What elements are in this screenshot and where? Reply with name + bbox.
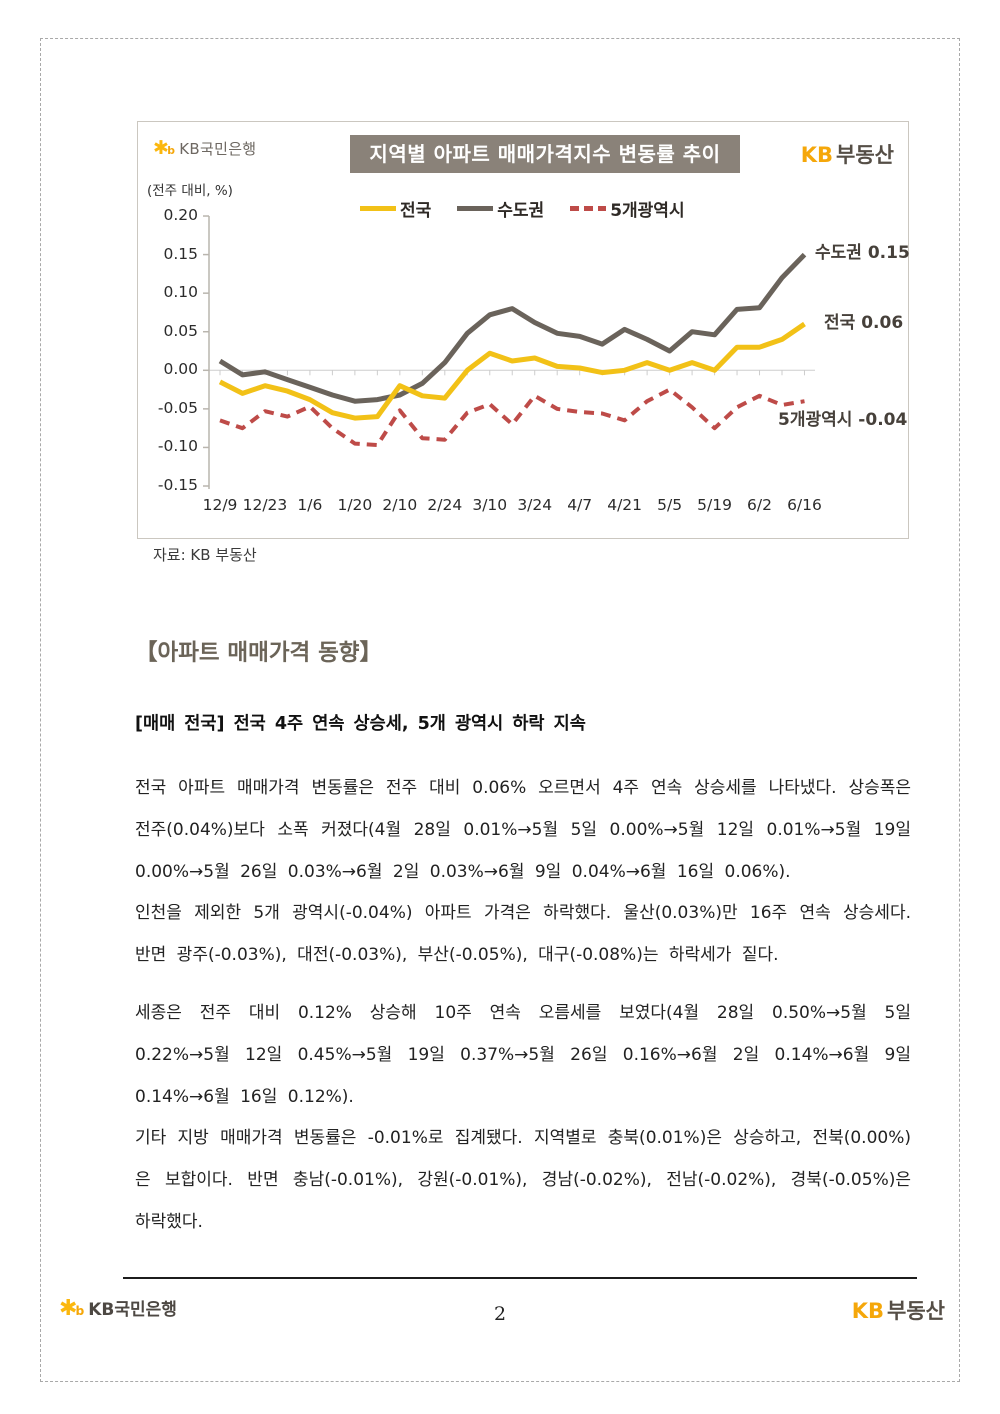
y-axis-unit-label: (전주 대비, %): [147, 183, 233, 199]
chart-legend: 전국 수도권 5개광역시: [360, 196, 685, 221]
x-axis-tick-label: 1/20: [337, 496, 373, 514]
kb-star-icon: ✱: [59, 1296, 78, 1321]
chart-figure: ✱b KB국민은행 지역별 아파트 매매가격지수 변동률 추이 KB 부동산 (전주…: [137, 121, 910, 539]
y-axis-tick-label: 0.05: [163, 321, 198, 340]
series-end-label: 전국 0.06: [824, 313, 904, 333]
x-axis-tick-label: 4/21: [607, 496, 643, 514]
y-axis-tick-label: 0.10: [163, 283, 198, 302]
y-axis-tick-label: -0.05: [157, 398, 198, 417]
legend-item: 전국: [360, 196, 431, 221]
footer-divider: [123, 1277, 917, 1279]
legend-label: 수도권: [497, 201, 545, 221]
kb-estate-logo-name: 부동산: [836, 143, 894, 167]
legend-label: 전국: [400, 201, 432, 221]
legend-item: 5개광역시: [570, 196, 685, 221]
x-axis-tick-label: 6/16: [787, 496, 822, 514]
y-axis-tick-label: 0.15: [163, 244, 198, 263]
page-number: 2: [493, 1303, 507, 1325]
series-line-전국: [218, 321, 806, 421]
kb-star-b: b: [167, 144, 176, 157]
kb-estate-logo-name: 부동산: [887, 1299, 945, 1323]
footer-kb-estate-logo: KB 부동산: [852, 1295, 945, 1325]
x-axis-tick-label: 2/24: [427, 496, 463, 514]
x-axis-tick-label: 12/23: [242, 496, 288, 514]
x-axis-tick-label: 6/2: [747, 496, 772, 514]
legend-item: 수도권: [457, 196, 544, 221]
kb-star-icon: ✱: [153, 137, 170, 159]
series-end-label: 수도권 0.15: [815, 243, 910, 263]
section-heading: 【아파트 매매가격 동향】: [135, 640, 382, 666]
x-axis-tick-label: 5/5: [657, 496, 683, 514]
body-paragraph: 인천을 제외한 5개 광역시(-0.04%) 아파트 가격은 하락했다. 울산(…: [135, 903, 911, 965]
chart-title-banner: 지역별 아파트 매매가격지수 변동률 추이: [350, 135, 740, 173]
legend-line-swatch: [457, 206, 494, 211]
x-axis-tick-label: 2/10: [382, 496, 418, 514]
kb-bank-logo-text: KB국민은행: [179, 140, 257, 158]
kb-estate-logo: KB 부동산: [801, 139, 894, 169]
kb-bank-logo-text: KB국민은행: [88, 1300, 177, 1320]
legend-line-swatch: [360, 206, 396, 211]
y-axis-tick-label: -0.15: [157, 476, 198, 494]
document-page: ✱b KB국민은행 지역별 아파트 매매가격지수 변동률 추이 KB 부동산 (전주…: [40, 38, 960, 1382]
x-axis-tick-label: 5/19: [697, 496, 732, 514]
kb-estate-logo-kb: KB: [800, 143, 834, 167]
body-paragraph: 기타 지방 매매가격 변동률은 -0.01%로 집계됐다. 지역별로 충북(0.…: [135, 1128, 911, 1232]
x-axis-tick-label: 3/24: [517, 496, 553, 514]
legend-line-swatch: [570, 206, 607, 211]
y-axis-tick-label: 0.20: [163, 206, 198, 225]
legend-label: 5개광역시: [610, 201, 685, 221]
body-paragraph: 세종은 전주 대비 0.12% 상승해 10주 연속 오름세를 보였다(4월 2…: [135, 1003, 911, 1107]
kb-bank-logo: ✱b KB국민은행: [153, 137, 256, 159]
x-axis-tick-label: 1/6: [297, 496, 323, 514]
kb-star-b: b: [75, 1304, 85, 1318]
x-axis-tick-label: 12/9: [202, 496, 238, 514]
series-end-label: 5개광역시 -0.04: [778, 410, 908, 430]
x-axis-tick-label: 4/7: [567, 496, 593, 514]
y-axis-tick-label: 0.00: [163, 360, 198, 379]
article-subheading: [매매 전국] 전국 4주 연속 상승세, 5개 광역시 하락 지속: [135, 714, 586, 734]
x-axis-tick-label: 3/10: [472, 496, 508, 514]
series-line-수도권: [218, 252, 807, 404]
chart-source-note: 자료: KB 부동산: [153, 546, 257, 564]
footer-kb-bank-logo: ✱b KB국민은행: [59, 1295, 177, 1321]
body-paragraph: 전국 아파트 매매가격 변동률은 전주 대비 0.06% 오르면서 4주 연속 …: [135, 778, 911, 882]
y-axis-tick-label: -0.10: [157, 437, 198, 456]
line-chart-canvas: [203, 215, 815, 489]
series-line-5개광역시: [219, 387, 805, 448]
kb-estate-logo-kb: KB: [851, 1299, 885, 1323]
